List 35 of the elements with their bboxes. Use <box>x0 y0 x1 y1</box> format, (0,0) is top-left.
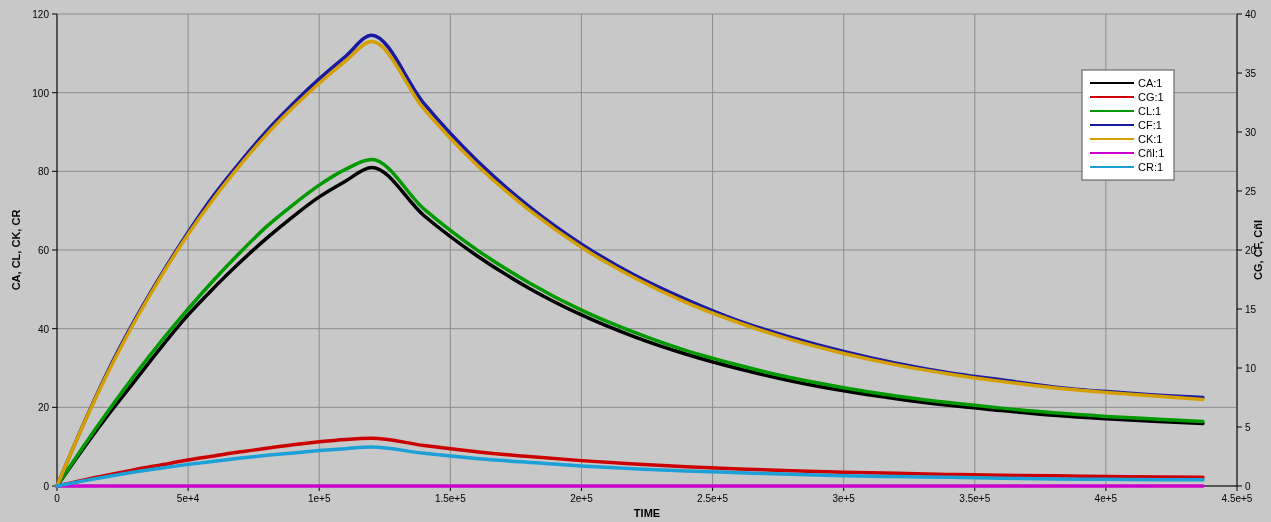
x-tick-label: 1.5e+5 <box>434 493 467 504</box>
y2-tick-label: 5 <box>1245 422 1251 433</box>
y-tick-label: 100 <box>32 87 50 99</box>
y-tick-label: 40 <box>37 323 50 335</box>
legend-label: CR:1 <box>1138 161 1164 173</box>
x-tick-label: 2.5e+5 <box>697 493 729 504</box>
x-tick-label: 4e+5 <box>1094 493 1118 504</box>
y2-tick-label: 15 <box>1245 304 1257 315</box>
x-tick-label: 2e+5 <box>570 493 594 504</box>
y-axis-title: CA, CL, CK, CR <box>10 209 22 291</box>
x-tick-label: 0 <box>54 493 61 504</box>
legend-label: CK:1 <box>1138 133 1163 145</box>
x-tick-label: 3e+5 <box>832 493 856 504</box>
y-tick-label: 0 <box>43 481 50 492</box>
y-tick-label: 20 <box>37 402 50 414</box>
x-tick-label: 1e+5 <box>307 493 331 504</box>
y2-tick-label: 35 <box>1245 68 1257 79</box>
legend-label: CF:1 <box>1138 119 1162 131</box>
legend-label: CñI:1 <box>1138 147 1165 159</box>
legend-label: CL:1 <box>1138 105 1162 117</box>
y-tick-label: 60 <box>37 245 50 256</box>
y2-tick-label: 30 <box>1245 127 1257 138</box>
legend-label: CA:1 <box>1138 77 1163 89</box>
y2-tick-label: 10 <box>1245 363 1257 374</box>
y2-tick-label: 40 <box>1245 9 1257 20</box>
x-tick-label: 4.5e+5 <box>1221 493 1253 504</box>
y2-tick-label: 0 <box>1245 481 1251 492</box>
y-tick-label: 80 <box>37 166 50 178</box>
line-series <box>55 445 1205 488</box>
y2-tick-label: 25 <box>1245 186 1257 197</box>
x-tick-label: 5e+4 <box>176 493 200 504</box>
legend-label: CG:1 <box>1138 91 1164 103</box>
x-axis-title: TIME <box>633 507 661 519</box>
y-tick-label: 120 <box>32 9 50 20</box>
x-tick-label: 3.5e+5 <box>959 493 991 504</box>
